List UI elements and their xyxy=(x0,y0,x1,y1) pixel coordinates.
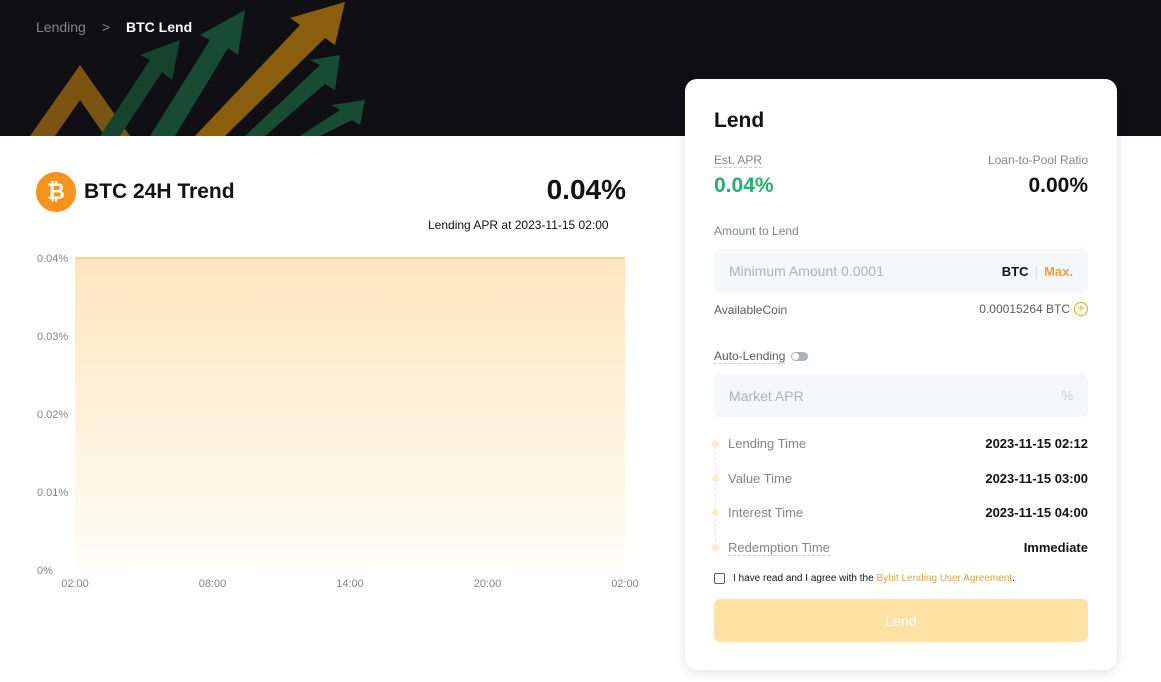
percent-suffix: % xyxy=(1061,388,1073,403)
y-tick-label: 0% xyxy=(37,565,53,577)
bitcoin-icon: ₿ xyxy=(36,172,76,212)
chevron-right-icon: > xyxy=(101,19,111,35)
amount-placeholder: Minimum Amount 0.0001 xyxy=(729,263,884,279)
auto-lending-label: Auto-Lending xyxy=(714,349,786,364)
y-tick-label: 0.04% xyxy=(37,253,68,265)
available-value: 0.00015264 BTC xyxy=(979,302,1070,316)
max-button[interactable]: Max. xyxy=(1044,263,1073,279)
time-value: 2023-11-15 03:00 xyxy=(985,471,1088,486)
time-row: Lending Time 2023-11-15 02:12 xyxy=(728,436,1088,451)
currency-label: BTC xyxy=(1001,263,1029,279)
trend-header: ₿ BTC 24H Trend xyxy=(36,172,235,212)
breadcrumb-current: BTC Lend xyxy=(126,19,193,35)
trend-title: BTC 24H Trend xyxy=(84,180,235,203)
time-label: Value Time xyxy=(728,471,793,486)
lend-title: Lend xyxy=(714,109,765,132)
lend-button[interactable]: Lend xyxy=(714,599,1088,642)
time-label: Redemption Time xyxy=(728,540,830,556)
timeline-dot xyxy=(712,509,719,516)
x-tick-label: 02:00 xyxy=(611,578,639,590)
time-label: Lending Time xyxy=(728,436,807,451)
current-apr: 0.04% xyxy=(546,174,626,205)
time-row: Value Time 2023-11-15 03:00 xyxy=(728,471,1088,486)
header-banner xyxy=(0,0,1161,136)
timeline-line xyxy=(715,447,716,547)
y-tick-label: 0.01% xyxy=(37,487,68,499)
agreement-link[interactable]: Bybit Lending User Agreement xyxy=(876,573,1013,584)
amount-input[interactable]: Minimum Amount 0.0001 BTC | Max. xyxy=(714,249,1088,293)
time-row: Redemption Time Immediate xyxy=(728,540,1088,556)
ratio-label: Loan-to-Pool Ratio xyxy=(987,153,1088,167)
ratio-value: 0.00% xyxy=(1028,174,1088,197)
timeline-dot xyxy=(712,475,719,482)
time-row: Interest Time 2023-11-15 04:00 xyxy=(728,505,1088,520)
x-tick-label: 02:00 xyxy=(61,578,89,590)
timeline-dot xyxy=(712,544,719,551)
y-tick-label: 0.02% xyxy=(37,409,68,421)
add-circle-icon[interactable]: + xyxy=(1074,302,1088,316)
time-value: 2023-11-15 02:12 xyxy=(985,436,1088,451)
market-apr-input[interactable]: Market APR % xyxy=(714,374,1088,417)
breadcrumb-lending-link[interactable]: Lending xyxy=(36,19,86,35)
agree-end: . xyxy=(1012,573,1015,584)
est-apr-label: Est. APR xyxy=(714,153,763,168)
time-value: 2023-11-15 04:00 xyxy=(985,505,1088,520)
lend-panel: Lend Est. APR 0.04% Loan-to-Pool Ratio 0… xyxy=(685,79,1117,670)
y-tick-label: 0.03% xyxy=(37,331,68,343)
x-tick-label: 14:00 xyxy=(336,578,364,590)
breadcrumb: Lending > BTC Lend xyxy=(36,19,192,35)
x-tick-label: 08:00 xyxy=(199,578,227,590)
rising-arrows-illustration xyxy=(30,2,365,136)
time-label: Interest Time xyxy=(728,505,804,520)
time-value: Immediate xyxy=(1023,540,1088,555)
auto-lending-toggle[interactable] xyxy=(791,352,809,361)
agree-text: I have read and I agree with the xyxy=(733,573,877,584)
available-label: AvailableCoin xyxy=(714,303,788,317)
agree-checkbox[interactable] xyxy=(714,573,725,584)
timeline-dot xyxy=(712,440,719,447)
chart-area xyxy=(75,258,625,570)
apr-timestamp: Lending APR at 2023-11-15 02:00 xyxy=(428,218,609,232)
est-apr-value: 0.04% xyxy=(714,174,774,197)
x-tick-label: 20:00 xyxy=(474,578,502,590)
market-apr-placeholder: Market APR xyxy=(729,387,804,404)
apr-trend-chart: 0% 0.01% 0.02% 0.03% 0.04% 02:00 08:00 14:00 20:… xyxy=(37,253,639,590)
amount-label: Amount to Lend xyxy=(714,224,799,238)
